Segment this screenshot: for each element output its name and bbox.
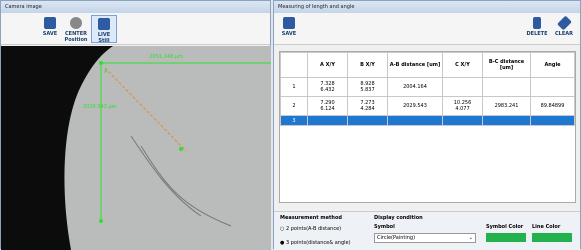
cell: [483, 78, 531, 97]
button-label: CLEAR: [555, 31, 573, 37]
cell: 2004.164: [388, 78, 443, 97]
row-number: 2: [281, 97, 308, 116]
footer: Measurement method ○ 2 points(A-B distan…: [274, 211, 580, 250]
window-title: Measuring of length and angle: [278, 4, 354, 10]
cell-value: 2004.164: [403, 84, 427, 90]
header-cell: A X/Y: [308, 53, 348, 78]
button-label: DELETE: [527, 31, 548, 37]
cell: 89.84899: [531, 97, 575, 116]
header-cell: B X/Y: [348, 53, 388, 78]
symbol-select[interactable]: Circle(Painting)⌄: [374, 233, 476, 243]
cell: 2029.543: [388, 97, 443, 116]
live-button[interactable]: LIVE Still: [91, 15, 117, 43]
section-label: Display condition: [374, 215, 423, 221]
cell: [308, 116, 348, 126]
field-label: Symbol: [374, 224, 395, 230]
header-cell: Angle: [531, 53, 575, 78]
point: [179, 147, 183, 151]
cell-value: 4.077: [455, 106, 469, 112]
point: [99, 61, 103, 65]
cell: [348, 116, 388, 126]
window-title: Camera image: [5, 4, 42, 10]
field-label: Line Color: [532, 224, 560, 230]
cell: [531, 78, 575, 97]
cell-value: 2983.241: [495, 103, 519, 109]
save-button[interactable]: SAVE: [276, 15, 302, 43]
button-label: SAVE: [43, 31, 57, 37]
radio-option[interactable]: ○ 2 points(A-B distance): [280, 226, 341, 232]
screen: Camera image SAVE CENTER Position LIVE S…: [0, 0, 581, 249]
radio-option[interactable]: ● 3 points(distance& angle): [280, 240, 351, 246]
option-label: 2 points(A-B distance): [286, 226, 341, 232]
cell: 2983.241: [483, 97, 531, 116]
cell: [531, 116, 575, 126]
field-label: Symbol Color: [486, 224, 523, 230]
cell-value: 2029.543: [403, 103, 427, 109]
option-label: 3 points(distance& angle): [286, 240, 351, 246]
camera-image: 2051.148 µm 2029.543 µm A: [1, 46, 271, 250]
table-row[interactable]: 3: [281, 116, 575, 126]
section-label: Measurement method: [280, 215, 342, 221]
cell: [443, 78, 483, 97]
center-button[interactable]: CENTER Position: [63, 15, 89, 43]
cell-value: 5.837: [360, 87, 374, 93]
cell-value: 6.432: [320, 87, 334, 93]
cell: [388, 116, 443, 126]
header-cell: C X/Y: [443, 53, 483, 78]
delete-button[interactable]: DELETE: [524, 15, 550, 43]
cell-value: 6.124: [320, 106, 334, 112]
row-number: 3: [281, 116, 308, 126]
overlay-label: 2029.543 µm: [83, 104, 117, 110]
header-cell: [281, 53, 308, 78]
line-color-swatch[interactable]: [532, 233, 572, 242]
header-cell: A-B distance [um]: [388, 53, 443, 78]
camera-window: Camera image SAVE CENTER Position LIVE S…: [0, 0, 271, 249]
cell-value: 89.84899: [541, 103, 565, 109]
symbol-color-swatch[interactable]: [486, 233, 526, 242]
select-value: Circle(Painting): [377, 235, 415, 241]
cell: [443, 116, 483, 126]
specimen: [64, 46, 271, 250]
header-cell: B-C distance [um]: [483, 53, 531, 78]
button-label: CENTER Position: [65, 31, 88, 43]
clear-button[interactable]: CLEAR: [551, 15, 577, 43]
button-label: SAVE: [282, 31, 296, 37]
overlay-label: 2051.148 µm: [149, 54, 183, 60]
toolbar: SAVE DELETE CLEAR: [274, 13, 580, 45]
point: [99, 219, 103, 223]
overlay-label: A: [104, 69, 108, 75]
row-number: 1: [281, 78, 308, 97]
cell: [483, 116, 531, 126]
toolbar: SAVE CENTER Position LIVE Still: [1, 13, 270, 45]
title-bar: Camera image: [1, 1, 270, 13]
measure-window: Measuring of length and angle SAVE DELET…: [273, 0, 581, 249]
cell-value: 4.284: [360, 106, 374, 112]
save-button[interactable]: SAVE: [37, 15, 63, 43]
button-label: LIVE Still: [98, 32, 110, 44]
title-bar: Measuring of length and angle: [274, 1, 580, 13]
